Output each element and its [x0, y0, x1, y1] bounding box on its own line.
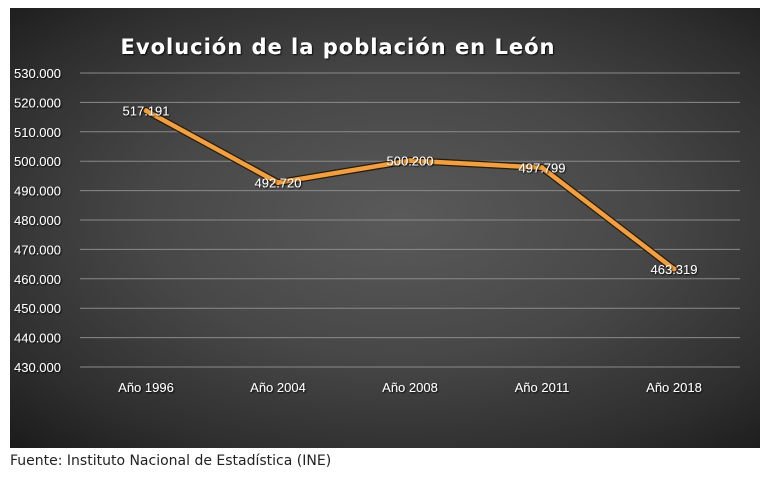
x-tick-label: Año 2004: [250, 380, 306, 395]
y-tick-label: 530.000: [14, 66, 61, 81]
y-tick-label: 500.000: [14, 154, 61, 169]
series-line: [143, 108, 677, 272]
data-label: 500.200: [387, 154, 434, 169]
y-tick-label: 490.000: [14, 184, 61, 199]
x-tick-label: Año 2011: [515, 380, 570, 395]
data-label: 492.720: [255, 176, 302, 191]
data-label: 517.191: [123, 104, 170, 119]
y-tick-label: 470.000: [14, 242, 61, 257]
chart-title: Evolución de la población en León: [121, 35, 556, 59]
y-tick-label: 520.000: [14, 95, 61, 110]
series-line-shadow: [142, 107, 678, 273]
data-point: [275, 180, 281, 186]
y-tick-label: 430.000: [14, 360, 61, 375]
data-point: [407, 158, 413, 164]
data-point: [539, 165, 545, 171]
source-note: Fuente: Instituto Nacional de Estadístic…: [10, 453, 332, 469]
y-tick-label: 450.000: [14, 301, 61, 316]
data-point: [671, 266, 677, 272]
x-tick-label: Año 1996: [118, 380, 174, 395]
x-tick-label: Año 2018: [646, 380, 702, 395]
data-label: 497.799: [519, 161, 566, 176]
line-chart: Evolución de la población en León 530.00…: [14, 35, 740, 395]
chart-area: Evolución de la población en León 530.00…: [10, 8, 760, 448]
y-tick-label: 440.000: [14, 331, 61, 346]
data-label: 463.319: [651, 262, 698, 277]
x-tick-label: Año 2008: [382, 380, 438, 395]
y-tick-label: 460.000: [14, 272, 61, 287]
y-tick-label: 510.000: [14, 125, 61, 140]
y-tick-label: 480.000: [14, 213, 61, 228]
data-point: [143, 108, 149, 114]
